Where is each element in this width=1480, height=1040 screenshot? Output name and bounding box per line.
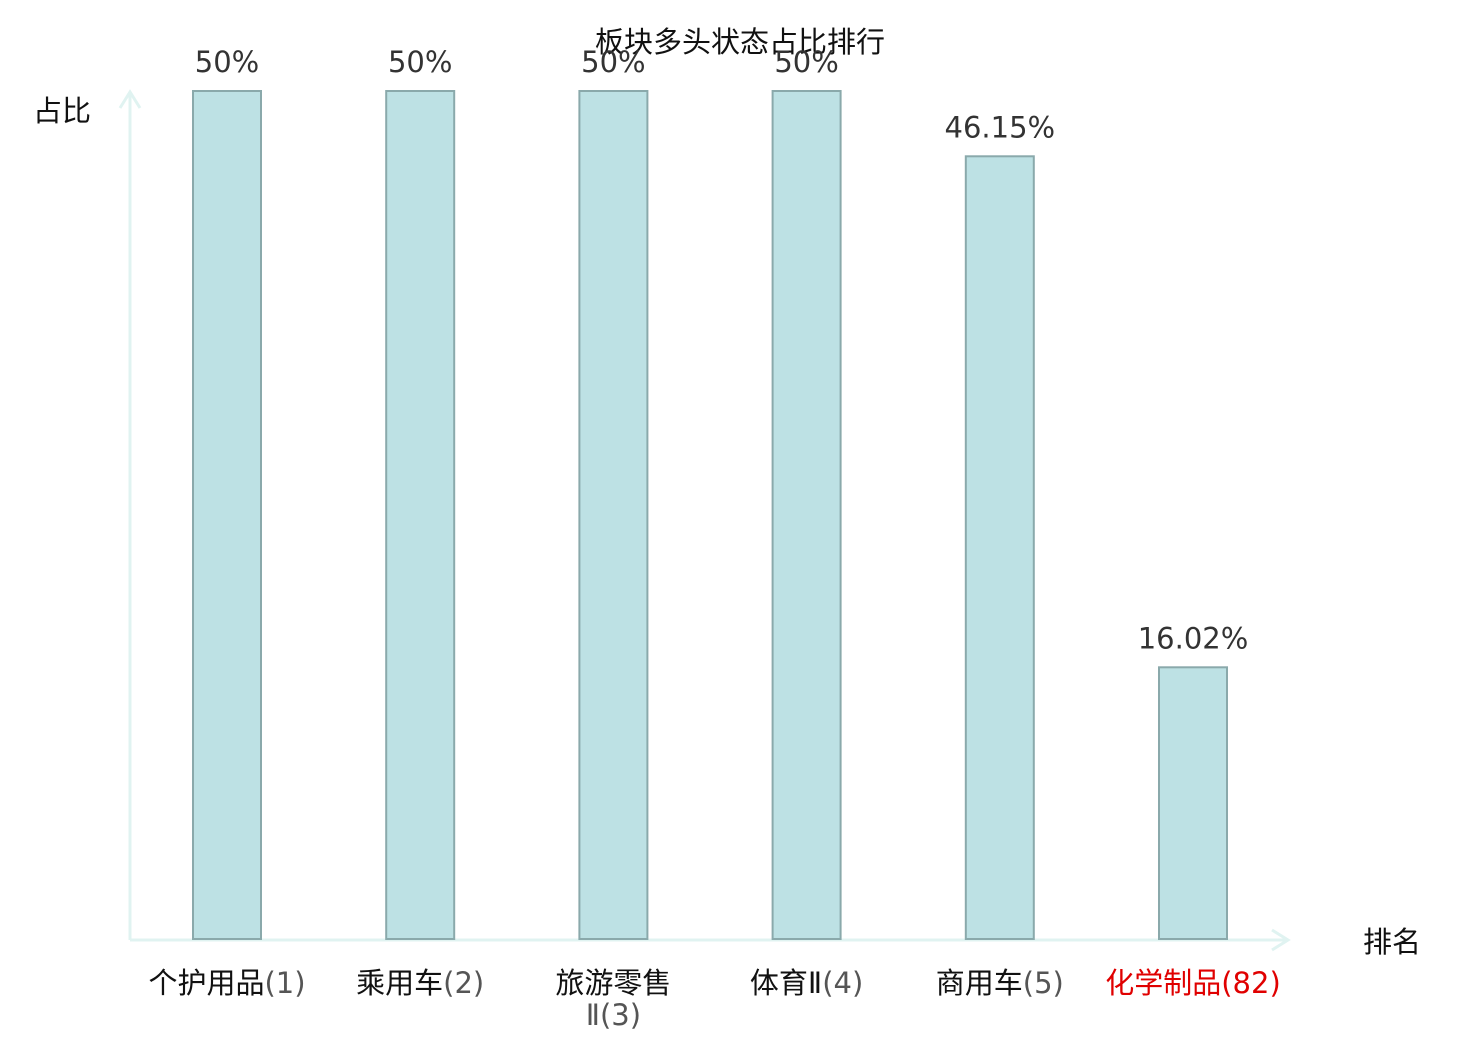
y-axis-label: 占比 xyxy=(33,94,91,128)
x-tick-rank-0: (1) xyxy=(264,966,305,1000)
bar-2 xyxy=(578,90,649,940)
bar-0 xyxy=(192,90,262,940)
x-tick-rank-4: (5) xyxy=(1023,966,1064,1000)
x-tick-label-5: 化学制品(82) xyxy=(1105,966,1281,1000)
x-tick-rank-3: (4) xyxy=(822,966,863,1000)
bar-value-label-2: 50% xyxy=(581,45,645,79)
x-tick-label-2: 旅游零售 Ⅱ(3) xyxy=(555,966,671,1032)
x-tick-label-4: 商用车(5) xyxy=(936,966,1064,1000)
bar-value-label-4: 46.15% xyxy=(945,110,1056,144)
chart-title: 板块多头状态占比排行 xyxy=(595,25,885,59)
bar-value-label-5: 16.02% xyxy=(1138,621,1249,655)
x-axis-label: 排名 xyxy=(1363,925,1421,959)
x-tick-name-4: 商用车 xyxy=(936,966,1023,1000)
x-axis-arrow xyxy=(1271,928,1291,952)
x-tick-name-3: 体育Ⅱ xyxy=(750,966,822,1000)
x-tick-label-0: 个护用品(1) xyxy=(148,966,305,1000)
bar-4 xyxy=(964,155,1035,940)
x-tick-name-0: 个护用品 xyxy=(148,966,264,1000)
bar-value-label-0: 50% xyxy=(195,45,259,79)
bar-value-label-3: 50% xyxy=(774,45,838,79)
x-tick-label-1: 乘用车(2) xyxy=(356,966,484,1000)
x-tick-rank-5: (82) xyxy=(1221,966,1281,1000)
x-tick-name-2: 旅游零售 xyxy=(555,966,671,1000)
bar-5 xyxy=(1158,666,1228,940)
y-axis-arrow xyxy=(118,89,142,109)
axes xyxy=(118,89,1291,952)
bar-3 xyxy=(771,90,842,940)
bar-value-label-1: 50% xyxy=(388,45,452,79)
x-tick-label-3: 体育Ⅱ(4) xyxy=(750,966,863,1000)
bar-1 xyxy=(385,90,456,940)
x-tick-name-rest-2: Ⅱ xyxy=(586,998,600,1032)
x-tick-rank-2: (3) xyxy=(600,998,641,1032)
value-labels: 50% 50% 50% 50% 46.15% 16.02% xyxy=(195,45,1249,655)
x-tick-rank-1: (2) xyxy=(443,966,484,1000)
category-labels: 个护用品(1) 乘用车(2) 旅游零售 Ⅱ(3) 体育Ⅱ(4) 商用车(5) 化学制品(82… xyxy=(148,966,1280,1032)
bars xyxy=(192,90,1228,940)
x-tick-name-5: 化学制品 xyxy=(1105,966,1221,1000)
x-tick-name-1: 乘用车 xyxy=(356,966,443,1000)
